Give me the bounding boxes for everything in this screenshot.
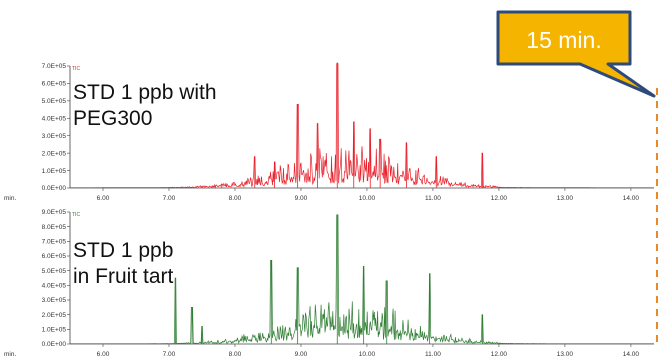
chromatogram-top: 0.0E+00 1.0E+05 2.0E+05 3.0E+05 4.0E+05 5.0E+…	[4, 62, 654, 202]
x-tick-label-top: 14.00	[623, 195, 640, 202]
x-tick-label-bottom: 12.00	[491, 351, 508, 358]
chart-label-top: STD 1 ppb with PEG300	[73, 80, 217, 132]
callout-text: 15 min.	[526, 27, 601, 53]
y-tick-label-bottom: 8.0E+05	[42, 224, 67, 231]
y-tick-label-top: 1.0E+05	[42, 168, 67, 175]
x-tick-label-top: 8.00	[229, 195, 242, 202]
x-tick-label-top: 7.00	[163, 195, 176, 202]
y-tick-label-top: 4.0E+05	[42, 115, 67, 122]
y-tick-label-bottom: 4.0E+05	[42, 283, 67, 290]
y-tick-label-bottom: 6.0E+05	[42, 253, 67, 260]
y-tick-label-top: 3.0E+05	[42, 133, 67, 140]
y-tick-label-bottom: 5.0E+05	[42, 268, 67, 275]
x-tick-label-top: 12.00	[491, 195, 508, 202]
chart-label-top-line-2: PEG300	[73, 107, 153, 130]
y-tick-label-bottom: 1.0E+05	[42, 327, 67, 334]
x-tick-label-bottom: 14.00	[623, 351, 640, 358]
x-tick-label-top: 10.00	[359, 195, 376, 202]
y-tick-label-top: 2.0E+05	[42, 150, 67, 157]
x-tick-label-bottom: 13.00	[557, 351, 574, 358]
chart-label-bottom-line-2: in Fruit tart	[73, 265, 174, 288]
chart-label-bottom: STD 1 ppb in Fruit tart	[73, 238, 173, 290]
x-tick-label-bottom: 6.00	[97, 351, 110, 358]
x-tick-label-top: 13.00	[557, 195, 574, 202]
callout: 15 min.	[496, 10, 656, 98]
x-tick-label-top: 11.00	[425, 195, 441, 202]
x-unit-label-bottom: min.	[4, 351, 16, 358]
y-tick-label-bottom: 7.0E+05	[42, 239, 67, 246]
chart-label-top-line-1: STD 1 ppb with	[73, 81, 217, 104]
x-tick-label-bottom: 10.00	[359, 351, 376, 358]
y-tick-label-bottom: 9.0E+05	[42, 209, 67, 216]
x-tick-label-bottom: 8.00	[229, 351, 242, 358]
y-tick-label-top: 7.0E+05	[42, 63, 67, 70]
x-tick-label-bottom: 9.00	[295, 351, 308, 358]
x-tick-label-bottom: 11.00	[425, 351, 441, 358]
y-tick-label-bottom: 0.0E+00	[42, 341, 67, 348]
chart-label-bottom-line-1: STD 1 ppb	[73, 239, 174, 262]
trace-tag-bottom: TIC	[72, 212, 80, 218]
trace-tag-top: TIC	[72, 66, 80, 72]
chromatogram-bottom: 0.0E+00 1.0E+05 2.0E+05 3.0E+05 4.0E+05 5.0E+…	[4, 209, 654, 358]
y-tick-label-bottom: 2.0E+05	[42, 312, 67, 319]
y-tick-label-top: 5.0E+05	[42, 98, 67, 105]
y-tick-label-top: 6.0E+05	[42, 81, 67, 88]
x-tick-label-top: 9.00	[295, 195, 308, 202]
trace-bottom	[70, 214, 654, 345]
trace-top	[70, 63, 654, 189]
callout-box	[496, 10, 656, 98]
x-unit-label-top: min.	[4, 195, 16, 202]
y-tick-label-top: 0.0E+00	[42, 185, 67, 192]
x-tick-label-top: 6.00	[97, 195, 110, 202]
x-tick-label-bottom: 7.00	[163, 351, 176, 358]
y-tick-label-bottom: 3.0E+05	[42, 297, 67, 304]
